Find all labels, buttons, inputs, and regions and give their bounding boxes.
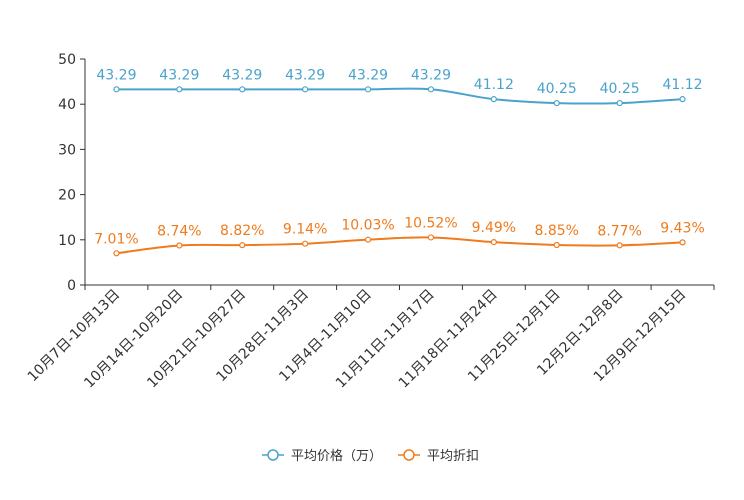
data-label: 43.29 <box>348 67 388 83</box>
data-label: 8.74% <box>157 223 201 239</box>
data-label: 7.01% <box>94 231 138 247</box>
data-point[interactable] <box>176 242 183 249</box>
data-point[interactable] <box>176 86 183 93</box>
legend-item-1[interactable]: 平均折扣 <box>398 449 479 464</box>
data-label: 9.14% <box>283 222 327 238</box>
data-point[interactable] <box>239 242 246 249</box>
legend-label: 平均折扣 <box>427 449 479 464</box>
data-label: 8.82% <box>220 223 264 239</box>
data-point[interactable] <box>616 242 623 249</box>
data-point[interactable] <box>490 96 497 103</box>
series-layer: 43.29 43.29 43.29 43.29 43.29 43.29 41.12 40.25… <box>94 67 705 257</box>
data-point[interactable] <box>302 86 309 93</box>
data-label: 43.29 <box>411 67 451 83</box>
data-point[interactable] <box>427 86 435 93</box>
data-point[interactable] <box>302 240 309 247</box>
data-point[interactable] <box>113 250 120 257</box>
y-tick-label: 0 <box>67 278 76 294</box>
legend-label: 平均价格（万） <box>291 448 382 464</box>
data-point[interactable] <box>427 234 435 241</box>
data-label: 41.12 <box>474 77 514 93</box>
y-tick-label: 10 <box>58 233 76 249</box>
data-point[interactable] <box>616 99 623 107</box>
series-line <box>116 87 683 105</box>
y-tick-label: 40 <box>58 97 76 113</box>
data-point[interactable] <box>364 236 372 243</box>
data-label: 8.77% <box>597 223 641 239</box>
data-point[interactable] <box>239 86 246 93</box>
data-point[interactable] <box>679 239 686 246</box>
legend[interactable]: 平均价格（万） 平均折扣 <box>262 448 479 464</box>
data-label: 43.29 <box>159 67 199 83</box>
data-label: 10.52% <box>404 215 457 231</box>
data-label: 43.29 <box>96 67 136 83</box>
series-1: 7.01% 8.74% 8.82% 9.14% 10.03% 10.52% 9.49% 8.8… <box>94 215 705 257</box>
data-label: 10.03% <box>341 218 394 234</box>
y-tick-label: 30 <box>58 142 76 158</box>
legend-marker-icon <box>267 449 279 461</box>
data-label: 9.43% <box>660 220 704 236</box>
data-point[interactable] <box>113 86 120 93</box>
data-point[interactable] <box>553 241 560 249</box>
series-0: 43.29 43.29 43.29 43.29 43.29 43.29 41.12 40.25… <box>96 67 703 107</box>
data-label: 41.12 <box>663 77 703 93</box>
y-tick-label: 50 <box>58 52 76 68</box>
legend-item-0[interactable]: 平均价格（万） <box>262 448 382 464</box>
data-point[interactable] <box>364 86 372 93</box>
data-point[interactable] <box>553 99 560 107</box>
data-label: 40.25 <box>600 81 640 97</box>
data-label: 43.29 <box>222 67 262 83</box>
series-line <box>116 236 683 255</box>
data-label: 43.29 <box>285 67 325 83</box>
legend-marker-icon <box>403 449 415 461</box>
data-label: 9.49% <box>472 220 516 236</box>
y-tick-label: 20 <box>58 188 76 204</box>
data-point[interactable] <box>679 96 686 103</box>
data-point[interactable] <box>490 239 497 246</box>
data-label: 40.25 <box>537 81 577 97</box>
data-label: 8.85% <box>535 223 579 239</box>
